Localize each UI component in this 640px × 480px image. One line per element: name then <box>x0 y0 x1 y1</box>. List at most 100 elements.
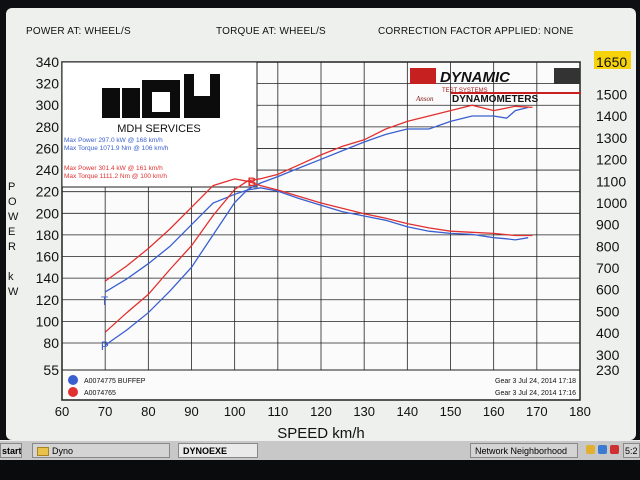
right-tick-label: 1100 <box>596 173 626 189</box>
power-axis-letter: W <box>8 286 19 298</box>
left-tick-label: 160 <box>36 249 60 265</box>
x-tick-label: 60 <box>55 404 69 419</box>
right-tick-label: 1200 <box>596 152 627 168</box>
x-tick-label: 180 <box>569 404 591 419</box>
power-axis-letter: P <box>8 181 15 193</box>
brand-test-systems: TEST SYSTEMS <box>442 88 488 94</box>
power-axis-letter: k <box>8 271 14 283</box>
power-axis-letter: E <box>8 226 15 238</box>
left-tick-label: 260 <box>36 140 60 156</box>
left-tick-label: 80 <box>43 335 59 351</box>
x-axis-title: SPEED km/h <box>277 425 365 440</box>
left-tick-label: 140 <box>36 270 60 286</box>
monitor-bezel <box>0 460 640 480</box>
axes: 60 70 80 90 100 110 120 130 140 150 160 170 180 55 80 1… <box>36 51 631 440</box>
right-tick-label: 1500 <box>596 87 627 103</box>
task-dyno-label: Dyno <box>52 446 74 456</box>
right-tick-label: 1400 <box>596 108 627 124</box>
legend-name: A0074765 <box>84 390 116 397</box>
right-tick-label: 500 <box>596 303 620 319</box>
tray-sound-icon[interactable] <box>586 445 595 454</box>
right-tick-label: 800 <box>596 238 620 254</box>
legend-info: Gear 3 Jul 24, 2014 17:18 <box>495 378 576 385</box>
legend-info: Gear 3 Jul 24, 2014 17:16 <box>495 390 576 397</box>
left-tick-label: 280 <box>36 119 60 135</box>
legend-swatch-blue <box>68 375 78 385</box>
right-tick-label: 300 <box>596 347 620 363</box>
mdh-logo-m2 <box>122 88 140 118</box>
power-axis-letter: O <box>8 196 17 208</box>
right-max-highlight <box>594 51 631 69</box>
dyno-chart: 60 70 80 90 100 110 120 130 140 150 160 170 180 55 80 1… <box>8 51 631 440</box>
power-at-label: POWER AT: WHEEL/S <box>26 26 131 37</box>
mdh-services-text: MDH SERVICES <box>117 123 201 135</box>
blue-torque-curve <box>104 187 529 293</box>
mdh-logo-d-hole <box>152 92 170 112</box>
brand-script: Anson <box>415 95 434 103</box>
x-tick-label: 80 <box>141 404 155 419</box>
blue-power-curve <box>104 106 529 346</box>
crossover-marker: B <box>248 175 257 189</box>
left-tick-label: 200 <box>36 205 60 221</box>
brand-dynamometers: DYNAMOMETERS <box>452 94 538 105</box>
x-tick-label: 70 <box>98 404 112 419</box>
right-tick-label: 400 <box>596 325 620 341</box>
left-tick-label: 100 <box>36 313 60 329</box>
curves <box>104 104 533 346</box>
annotation-blue: Max Power 297.0 kW @ 168 km/h <box>64 137 163 144</box>
tray-clock: 5:2 <box>623 443 640 458</box>
legend-name: A0074775 BUFFEP <box>84 378 146 385</box>
x-tick-label: 100 <box>224 404 246 419</box>
task-dynoexe[interactable]: DYNOEXE <box>178 443 258 458</box>
power-axis-letter: R <box>8 241 16 253</box>
right-tick-label: 1650 <box>596 54 627 70</box>
left-tick-label: 300 <box>36 97 60 113</box>
taskbar: start Dyno DYNOEXE Network Neighborhood … <box>0 440 640 461</box>
x-tick-label: 160 <box>483 404 505 419</box>
mdh-logo-h-notch <box>194 74 210 96</box>
x-tick-label: 90 <box>184 404 198 419</box>
left-tick-label: 55 <box>43 362 59 378</box>
annotation-blue: Max Torque 1071.9 Nm @ 106 km/h <box>64 145 169 152</box>
x-tick-label: 150 <box>440 404 462 419</box>
dyno-screen: POWER AT: WHEEL/S TORQUE AT: WHEEL/S COR… <box>6 8 636 440</box>
mdh-logo-m <box>102 88 120 118</box>
brand-red-bars <box>410 68 436 84</box>
correction-factor-label: CORRECTION FACTOR APPLIED: NONE <box>378 26 574 37</box>
folder-icon <box>37 447 49 457</box>
brand-dynamic-text: DYNAMIC <box>440 69 511 86</box>
right-tick-label: 1000 <box>596 195 627 211</box>
left-tick-label: 240 <box>36 162 60 178</box>
red-power-curve <box>104 104 533 333</box>
task-dyno-folder[interactable]: Dyno <box>32 443 170 458</box>
power-axis-letter: W <box>8 211 19 223</box>
start-button[interactable]: start <box>0 443 22 458</box>
right-tick-label: 900 <box>596 217 620 233</box>
right-tick-label: 700 <box>596 260 620 276</box>
curve-markers: T P B <box>101 175 257 353</box>
legend: A0074775 BUFFEP Gear 3 Jul 24, 2014 17:18… <box>68 375 576 397</box>
red-torque-curve <box>104 178 533 282</box>
left-tick-label: 320 <box>36 76 60 92</box>
tray-app-icon[interactable] <box>610 445 619 454</box>
x-tick-label: 120 <box>310 404 332 419</box>
annotation-red: Max Torque 1111.2 Nm @ 100 km/h <box>64 173 167 180</box>
task-network-neighborhood[interactable]: Network Neighborhood <box>470 443 578 458</box>
right-tick-label: 600 <box>596 282 620 298</box>
tray-network-icon[interactable] <box>598 445 607 454</box>
left-tick-label: 120 <box>36 292 60 308</box>
annotation-red: Max Power 301.4 kW @ 161 km/h <box>64 165 163 172</box>
brand-underline <box>451 92 581 94</box>
torque-marker: T <box>101 294 109 308</box>
torque-at-label: TORQUE AT: WHEEL/S <box>216 26 326 37</box>
x-tick-label: 170 <box>526 404 548 419</box>
x-tick-label: 110 <box>267 404 288 419</box>
dynamic-brand-logo: DYNAMIC TEST SYSTEMS Anson DYNAMOMETERS <box>410 68 581 105</box>
left-tick-label: 180 <box>36 227 60 243</box>
right-tick-label: 230 <box>596 362 620 378</box>
left-tick-label: 220 <box>36 184 60 200</box>
power-marker: P <box>101 339 109 353</box>
x-tick-label: 130 <box>353 404 375 419</box>
